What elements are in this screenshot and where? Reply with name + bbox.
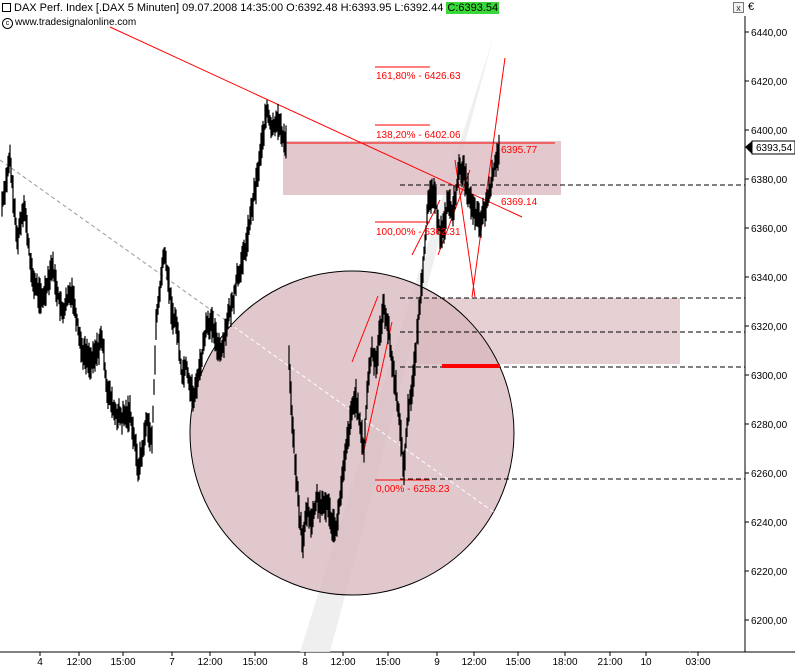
x-tick-label: 8	[302, 657, 308, 668]
y-tick-label: 6420,00	[751, 77, 788, 88]
instrument-name: DAX Perf. Index [.DAX 5 Minuten]	[14, 2, 180, 14]
low-value: L:6392.44	[394, 2, 444, 14]
y-tick-label: 6400,00	[751, 126, 788, 137]
series-icon	[2, 3, 11, 12]
close-value: C:6393.54	[446, 2, 500, 14]
fib-label-161: 161,80% - 6426.63	[376, 71, 461, 82]
watermark-text: www.tradesignalonline.com	[15, 17, 137, 28]
trendline-b	[351, 295, 379, 363]
time-axis: 4 12:00 15:00 7 12:00 15:00 8 12:00 15:00 9 12:00 1…	[37, 652, 711, 668]
last-price-pointer	[745, 141, 752, 154]
x-tick-label: 9	[434, 657, 440, 668]
open-value: O:6392.48	[286, 2, 338, 14]
fib-label-0: 0,00% - 6258.23	[376, 484, 450, 495]
fib-label-138: 138,20% - 6402.06	[376, 130, 461, 141]
annotation-white: 6243.79	[498, 504, 535, 515]
x-tick-label: 12:00	[461, 657, 486, 668]
high-value: H:6393.95	[340, 2, 392, 14]
last-price-label: 6393,54	[756, 143, 793, 154]
y-tick-label: 6300,00	[751, 371, 788, 382]
y-tick-label: 6240,00	[751, 518, 788, 529]
price-axis: 6200,00 6220,00 6240,00 6260,00 6280,00 6300,…	[745, 28, 788, 627]
watermark: c www.tradesignalonline.com	[2, 16, 136, 30]
annotation-mid: 6369.14	[501, 197, 538, 208]
y-tick-label: 6440,00	[751, 28, 788, 39]
circle-highlight	[189, 270, 515, 596]
x-tick-label: 15:00	[110, 657, 135, 668]
x-tick-label: 21:00	[597, 657, 622, 668]
x-tick-label: 4	[37, 657, 43, 668]
annotation-high: 6395.77	[501, 145, 538, 156]
y-tick-label: 6280,00	[751, 420, 788, 431]
bar-datetime: 09.07.2008 14:35:00	[182, 2, 284, 14]
dashed-trendline-visible	[0, 159, 236, 328]
x-tick-label: 12:00	[66, 657, 91, 668]
y-tick-label: 6220,00	[751, 567, 788, 578]
chart-header: DAX Perf. Index [.DAX 5 Minuten] 09.07.2…	[0, 0, 745, 16]
resistance-zone	[283, 141, 561, 195]
x-tick-label: 15:00	[505, 657, 530, 668]
y-tick-label: 6200,00	[751, 616, 788, 627]
price-series	[1, 99, 500, 559]
long-downtrend-line	[109, 26, 523, 218]
trendline-a	[362, 321, 393, 456]
currency-label: €	[748, 1, 755, 13]
x-tick-label: 10	[640, 657, 652, 668]
copyright-icon: c	[2, 18, 13, 29]
x-tick-label: 03:00	[685, 657, 710, 668]
y-tick-label: 6340,00	[751, 273, 788, 284]
x-tick-label: 15:00	[375, 657, 400, 668]
y-tick-label: 6380,00	[751, 175, 788, 186]
y-tick-label: 6260,00	[751, 469, 788, 480]
x-tick-label: 12:00	[197, 657, 222, 668]
x-tick-label: 12:00	[330, 657, 355, 668]
x-tick-label: 18:00	[552, 657, 577, 668]
close-button[interactable]: x	[733, 2, 744, 13]
fib-label-100: 100,00% - 6362.31	[376, 227, 461, 238]
x-tick-label: 7	[169, 657, 175, 668]
y-tick-label: 6320,00	[751, 322, 788, 333]
x-tick-label: 15:00	[242, 657, 267, 668]
y-tick-label: 6360,00	[751, 224, 788, 235]
